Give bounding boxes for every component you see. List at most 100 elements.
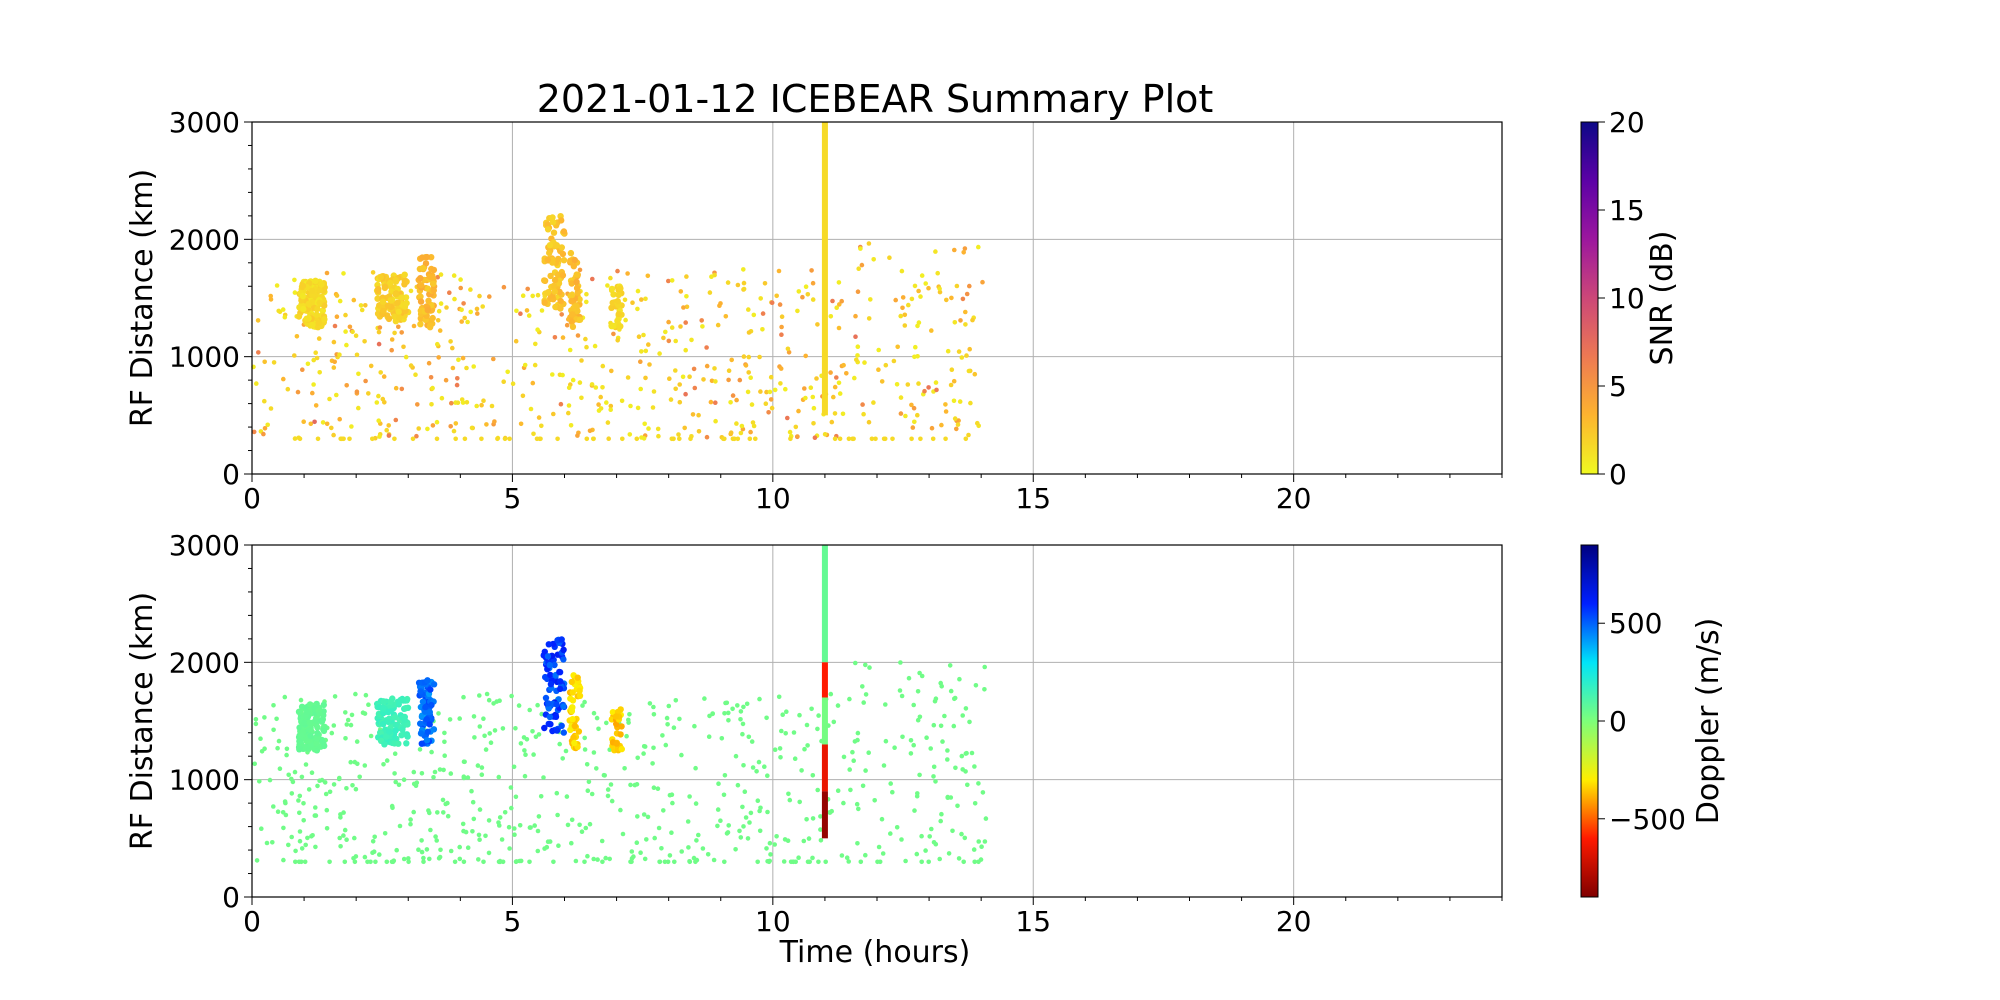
- data-point: [385, 315, 393, 323]
- data-point: [903, 413, 908, 419]
- data-point: [704, 345, 709, 350]
- data-point: [647, 701, 653, 706]
- y-tick-label: 1000: [169, 341, 240, 374]
- data-point: [509, 805, 514, 811]
- data-point: [302, 859, 308, 865]
- data-point: [577, 380, 583, 385]
- data-point: [501, 284, 507, 290]
- data-point: [324, 807, 330, 813]
- data-point: [758, 389, 763, 394]
- data-point: [804, 722, 810, 728]
- data-point: [600, 363, 606, 369]
- data-point: [586, 779, 592, 785]
- data-point: [483, 833, 488, 839]
- data-point: [665, 722, 670, 727]
- data-point: [976, 859, 981, 865]
- x-tick-label: 0: [243, 482, 261, 515]
- data-point: [855, 737, 860, 743]
- data-point: [963, 322, 968, 327]
- data-point: [982, 687, 987, 692]
- data-point: [370, 436, 375, 442]
- data-point: [545, 839, 551, 844]
- data-point: [643, 348, 649, 354]
- data-point: [945, 348, 951, 354]
- data-point: [829, 419, 835, 425]
- data-point: [314, 724, 321, 731]
- data-point: [850, 749, 855, 755]
- data-point: [395, 308, 402, 316]
- data-point: [569, 323, 577, 330]
- data-point: [404, 733, 411, 740]
- y-tick-label: 2000: [169, 646, 240, 679]
- data-point: [430, 280, 437, 287]
- data-point: [417, 293, 424, 300]
- data-point: [315, 436, 321, 442]
- data-point: [707, 290, 713, 295]
- data-point: [615, 268, 620, 274]
- data-point: [810, 773, 816, 778]
- streak-segment: [821, 697, 828, 745]
- data-point: [568, 707, 575, 715]
- data-point: [814, 376, 819, 381]
- data-point: [389, 347, 395, 353]
- data-point: [638, 359, 643, 365]
- data-point: [733, 753, 739, 759]
- data-point: [615, 338, 620, 343]
- data-point: [308, 421, 314, 427]
- data-point: [430, 385, 435, 391]
- data-point: [327, 789, 333, 795]
- data-point: [522, 773, 528, 779]
- data-point: [937, 856, 942, 862]
- data-point: [603, 855, 608, 861]
- x-tick-label: 20: [1276, 905, 1312, 938]
- data-point: [963, 706, 969, 711]
- data-point: [604, 720, 609, 726]
- data-point: [341, 271, 346, 276]
- data-point: [713, 379, 718, 384]
- data-point: [750, 420, 756, 425]
- data-point: [351, 297, 357, 303]
- data-point: [535, 702, 540, 708]
- data-point: [760, 311, 766, 316]
- data-point: [655, 426, 661, 432]
- vertical-streak: [821, 122, 828, 416]
- data-point: [741, 354, 747, 359]
- data-point: [318, 718, 326, 725]
- data-point: [541, 648, 548, 655]
- data-point: [608, 403, 614, 409]
- data-point: [810, 394, 816, 400]
- data-point: [542, 673, 549, 681]
- data-point: [546, 661, 553, 669]
- data-point: [792, 756, 798, 761]
- data-point: [952, 416, 958, 421]
- data-point: [530, 293, 535, 299]
- data-point: [638, 850, 643, 855]
- data-point: [297, 732, 305, 740]
- data-point: [292, 769, 298, 775]
- data-point: [769, 300, 775, 306]
- data-point: [749, 739, 755, 744]
- data-point: [783, 731, 788, 736]
- data-point: [315, 783, 320, 789]
- data-point: [401, 277, 408, 284]
- data-point: [642, 856, 648, 862]
- data-point: [684, 304, 690, 310]
- data-point: [573, 284, 581, 292]
- data-point: [691, 366, 697, 372]
- data-point: [918, 436, 923, 442]
- data-point: [551, 276, 559, 284]
- data-point: [560, 257, 568, 264]
- data-point: [961, 859, 966, 865]
- data-point: [355, 761, 360, 767]
- data-point: [967, 719, 972, 725]
- data-point: [344, 786, 349, 791]
- data-point: [318, 281, 325, 288]
- data-point: [954, 283, 960, 289]
- data-point: [938, 723, 944, 729]
- data-point: [305, 361, 311, 367]
- data-point: [795, 308, 800, 314]
- data-point: [685, 819, 691, 824]
- data-point: [569, 716, 576, 723]
- data-point: [362, 711, 368, 716]
- data-point: [734, 397, 739, 403]
